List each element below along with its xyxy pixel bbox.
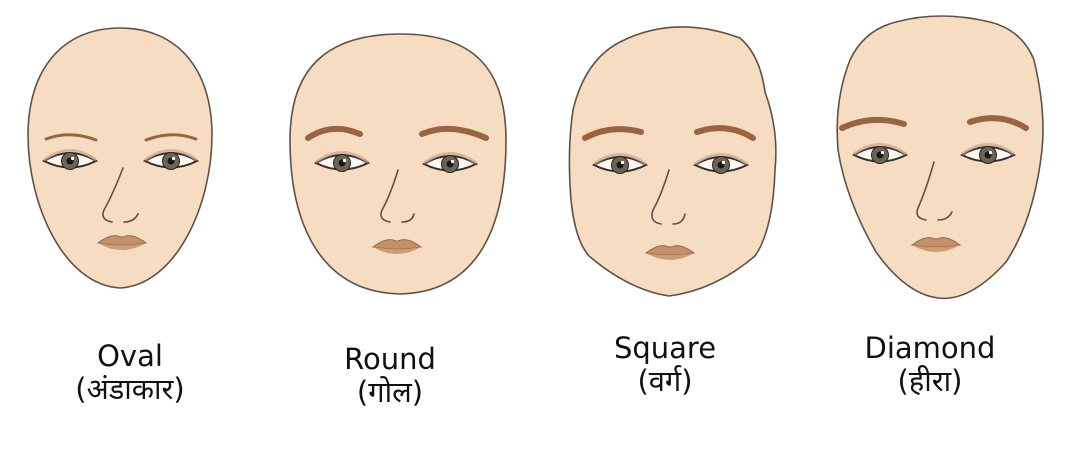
eye — [41, 149, 99, 170]
eyebrow — [419, 125, 489, 141]
nose — [916, 161, 953, 221]
eye — [851, 143, 909, 164]
face-outline — [836, 15, 1044, 300]
nose — [651, 169, 686, 225]
face-hindi-oval: (अंडाकार) — [75, 372, 185, 406]
eye — [692, 153, 750, 174]
face-outline — [27, 27, 213, 289]
eye — [959, 143, 1017, 164]
lips — [371, 239, 423, 254]
face-name-square: Square — [613, 331, 717, 365]
round-face-icon — [289, 33, 507, 295]
lips — [910, 237, 962, 252]
caption-oval: Oval (अंडाकार) — [30, 340, 230, 406]
eye — [421, 152, 479, 173]
face-outline — [568, 26, 777, 297]
face-outline — [289, 33, 507, 295]
oval-face-icon — [27, 27, 213, 289]
eyebrow — [305, 125, 363, 141]
face-hindi-square: (वर्ग) — [637, 364, 693, 398]
eyebrow — [839, 116, 907, 131]
square-face-icon — [568, 26, 777, 297]
diamond-face-icon — [836, 15, 1044, 300]
eye — [313, 151, 371, 172]
eyebrow — [582, 126, 644, 141]
eyebrow — [967, 115, 1029, 131]
face-hindi-diamond: (हीरा) — [897, 364, 963, 398]
face-name-diamond: Diamond — [864, 331, 996, 365]
eye — [591, 153, 649, 174]
eyebrow — [44, 133, 98, 142]
face-hindi-round: (गोल) — [356, 375, 424, 409]
face-name-oval: Oval — [97, 339, 163, 373]
lips — [644, 245, 696, 260]
lips — [96, 235, 148, 250]
caption-round: Round (गोल) — [300, 343, 480, 409]
eyebrow — [144, 133, 198, 142]
caption-diamond: Diamond (हीरा) — [840, 332, 1020, 398]
caption-square: Square (वर्ग) — [575, 332, 755, 398]
eye — [142, 149, 200, 170]
nose — [102, 167, 139, 223]
face-name-round: Round — [344, 342, 436, 376]
nose — [380, 169, 415, 223]
eyebrow — [694, 125, 756, 141]
